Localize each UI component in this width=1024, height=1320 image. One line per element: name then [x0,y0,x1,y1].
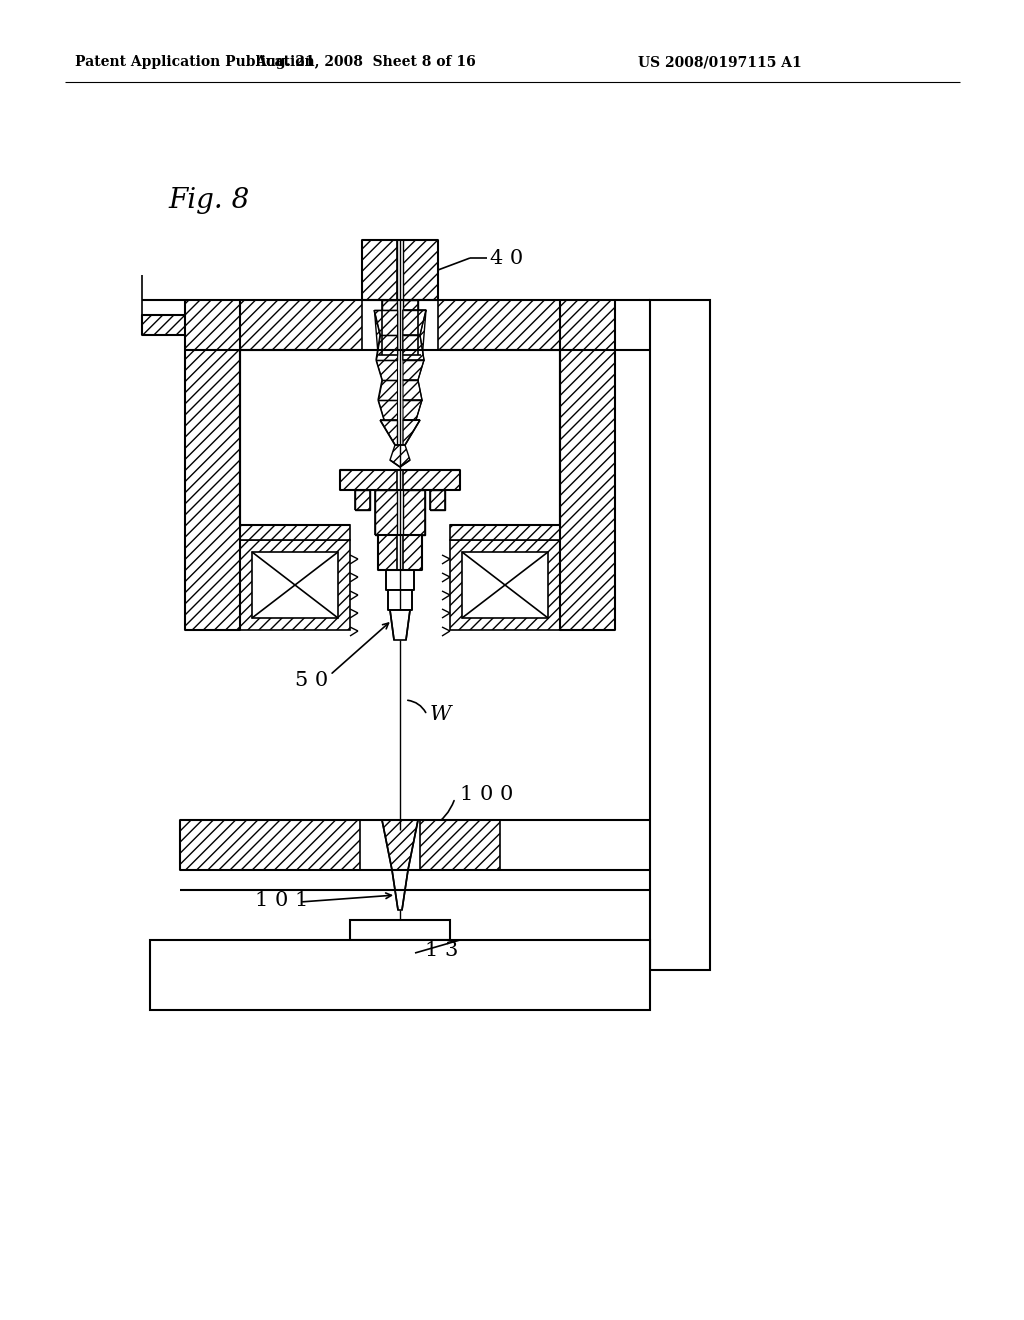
Bar [240,525,350,540]
Polygon shape [374,310,397,335]
FancyArrowPatch shape [432,801,454,826]
Text: 4 0: 4 0 [490,248,523,268]
Polygon shape [378,400,397,420]
Polygon shape [374,310,397,360]
Polygon shape [420,820,500,870]
Text: 1 0 1: 1 0 1 [255,891,308,909]
Bar [388,590,412,610]
Text: 1 0 0: 1 0 0 [460,785,513,804]
Polygon shape [376,360,397,380]
Text: Aug. 21, 2008  Sheet 8 of 16: Aug. 21, 2008 Sheet 8 of 16 [255,55,475,69]
Text: 5 0: 5 0 [295,671,329,689]
Bar [450,540,560,630]
Bar [650,300,710,970]
Polygon shape [390,445,410,467]
Polygon shape [180,820,360,870]
Bar [462,552,548,618]
Bar [252,552,338,618]
Polygon shape [392,870,408,909]
Polygon shape [382,820,418,870]
Polygon shape [430,490,445,510]
Bar [386,570,414,590]
Polygon shape [185,350,240,630]
Text: W: W [430,705,452,725]
Polygon shape [403,490,425,535]
Polygon shape [185,300,362,350]
Polygon shape [403,335,424,360]
Polygon shape [355,490,370,510]
Polygon shape [340,470,397,490]
Polygon shape [390,610,410,640]
Polygon shape [378,380,397,400]
Polygon shape [378,535,397,570]
Polygon shape [403,240,438,300]
Polygon shape [403,400,422,420]
Polygon shape [438,300,615,350]
Polygon shape [380,420,397,445]
Polygon shape [560,350,615,630]
Bar [350,920,450,940]
Bar [450,525,560,540]
Bar [150,940,650,1010]
Polygon shape [403,420,420,445]
Text: US 2008/0197115 A1: US 2008/0197115 A1 [638,55,802,69]
Text: 1 3: 1 3 [425,940,459,960]
Text: Fig. 8: Fig. 8 [168,186,249,214]
Polygon shape [362,240,397,300]
Polygon shape [403,470,460,490]
Polygon shape [403,380,422,400]
Polygon shape [376,335,397,360]
Bar [240,540,350,630]
Polygon shape [375,490,397,535]
FancyArrowPatch shape [408,701,426,713]
Bar [240,350,560,525]
Polygon shape [403,360,424,380]
Polygon shape [382,300,397,355]
Bar [397,240,403,300]
Bar [142,315,185,335]
Polygon shape [403,310,426,335]
Polygon shape [403,310,426,360]
Polygon shape [403,300,418,355]
Polygon shape [403,535,422,570]
Text: Patent Application Publication: Patent Application Publication [75,55,314,69]
